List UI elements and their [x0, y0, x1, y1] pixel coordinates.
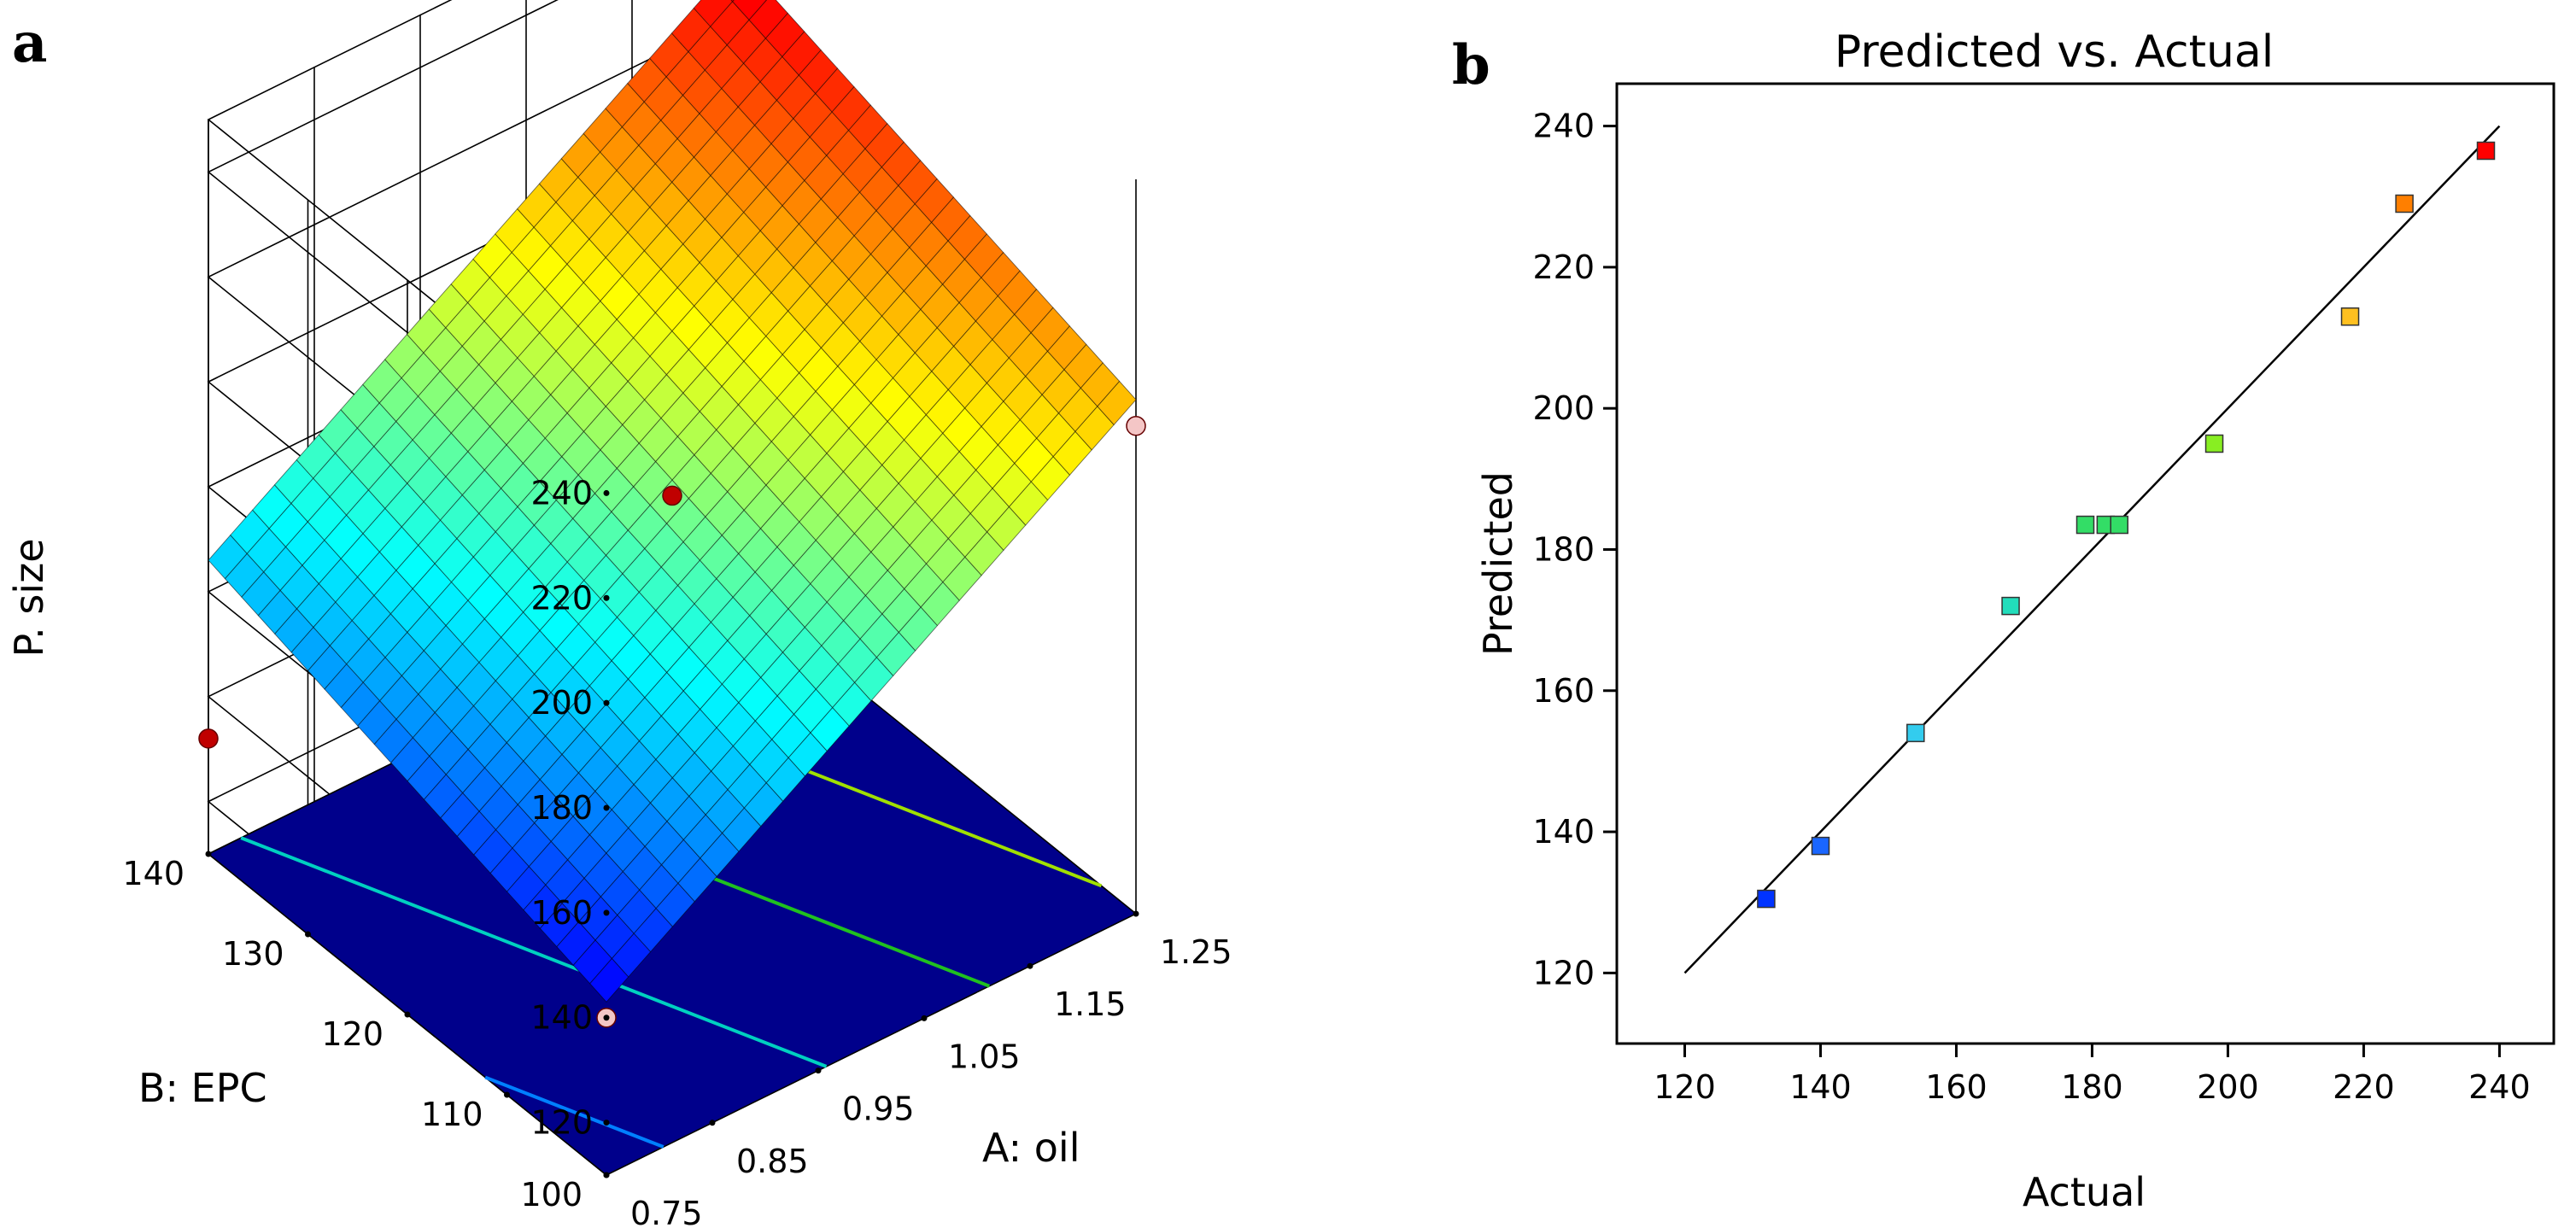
z-tick-mark [603, 594, 610, 601]
y-tick-mark [504, 1091, 510, 1098]
panel-b-letter: b [1452, 33, 1490, 97]
data-point [1757, 889, 1776, 909]
design-point [1126, 415, 1146, 436]
z-tick-mark [603, 1120, 610, 1126]
data-points [1757, 141, 2496, 909]
z-tick-mark [603, 699, 610, 706]
x-tick-label: 160 [1925, 1068, 1988, 1106]
y-tick-mark [404, 1011, 411, 1018]
y-tick-label: 140 [122, 855, 184, 892]
z-tick-mark [603, 804, 610, 811]
z-tick-label: 220 [530, 579, 593, 617]
x-tick-mark [1027, 962, 1033, 969]
x-tick-label: 140 [1789, 1068, 1852, 1106]
x-tick-mark [709, 1120, 716, 1126]
y-tick-label: 130 [222, 935, 284, 973]
y-axis-label: Predicted [1475, 471, 1521, 656]
y-tick-mark [305, 931, 311, 938]
z-tick-label: 120 [530, 1104, 593, 1142]
x-axis-label: Actual [2023, 1169, 2146, 1215]
data-point [2340, 307, 2360, 326]
x-tick-label: 0.85 [736, 1143, 809, 1180]
data-point [1906, 723, 1925, 743]
y-axis-label: B: EPC [138, 1065, 267, 1111]
y-tick-label: 240 [1532, 108, 1595, 145]
reference-line [1683, 125, 2501, 974]
x-tick-label: 1.25 [1160, 933, 1232, 971]
x-tick-mark [921, 1015, 928, 1021]
panel-a: a 1201401601802002202400.750.850.951.051… [6, 0, 1232, 1228]
y-tick-label: 110 [421, 1096, 483, 1133]
y-tick-label: 200 [1532, 389, 1595, 427]
y-tick-label: 120 [1532, 954, 1595, 991]
z-tick-label: 160 [530, 894, 593, 932]
contour-line [240, 836, 828, 1068]
panel-b: b Predicted vs. Actual 120 140 160 180 200 22… [1452, 26, 2556, 1215]
surface-cell [693, 0, 734, 27]
data-point [2204, 434, 2224, 453]
panel-a-letter: a [12, 11, 47, 75]
surface-cell [748, 0, 788, 39]
response-surface [208, 0, 1137, 1003]
design-point [662, 485, 682, 506]
y-tick-mark [603, 1172, 610, 1178]
design-point [198, 728, 219, 749]
y-tick-label: 120 [321, 1015, 383, 1053]
z-tick-label: 240 [530, 474, 593, 512]
data-point [2001, 596, 2020, 616]
x-tick-label: 200 [2197, 1068, 2259, 1106]
z-axis-label: P. size [6, 538, 52, 657]
data-point [2476, 141, 2496, 161]
x-tick-label: 120 [1654, 1068, 1716, 1106]
z-tick-mark [603, 909, 610, 916]
z-tick-label: 200 [530, 684, 593, 722]
y-tick-label: 220 [1532, 249, 1595, 286]
z-tick-label: 180 [530, 789, 593, 827]
y-tick-mark [205, 851, 212, 857]
plot-frame [1615, 82, 2556, 1045]
z-tick-mark [603, 1015, 610, 1021]
y-tick-label: 100 [520, 1176, 583, 1213]
y-tick-label: 180 [1532, 530, 1595, 568]
x-axis-label: A: oil [982, 1125, 1080, 1171]
data-point [2110, 515, 2128, 535]
x-tick-label: 0.75 [630, 1195, 703, 1228]
z-tick-label: 140 [530, 999, 593, 1037]
data-point [2395, 194, 2414, 213]
contour-line [484, 1075, 664, 1149]
x-tick-label: 180 [2061, 1068, 2123, 1106]
x-tick-label: 0.95 [842, 1091, 915, 1128]
z-tick-mark [603, 489, 610, 496]
axis-ticks: 120 140 160 180 200 220 240 120 140 160 180 200 220 2… [1532, 108, 2530, 1106]
data-point [1811, 836, 1830, 856]
x-tick-mark [815, 1067, 822, 1074]
x-tick-label: 220 [2333, 1068, 2395, 1106]
data-point [2075, 515, 2095, 535]
x-tick-label: 240 [2468, 1068, 2531, 1106]
y-tick-label: 160 [1532, 672, 1595, 710]
x-tick-label: 1.15 [1054, 985, 1127, 1023]
3d-axis-ticks: 120 140 160 180 200 220 240 0.75 0.85 0.95 1.05 1.1… [122, 474, 1232, 1228]
chart-title: Predicted vs. Actual [1835, 26, 2274, 78]
y-tick-label: 140 [1532, 813, 1595, 851]
surface-cell [730, 0, 735, 3]
x-tick-mark [1133, 910, 1139, 917]
surface-cell [731, 0, 767, 20]
x-tick-label: 1.05 [948, 1038, 1021, 1075]
